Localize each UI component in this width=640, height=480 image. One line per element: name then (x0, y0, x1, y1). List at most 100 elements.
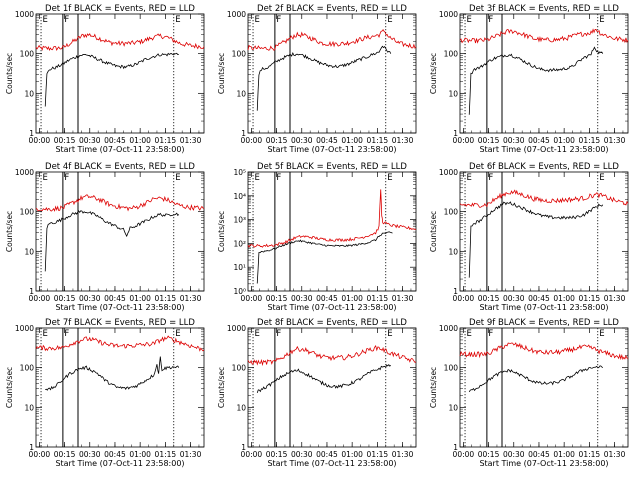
x-axis-label: Start Time (07-Oct-11 23:58:00) (479, 303, 608, 312)
x-tick-label: 01:15 (579, 450, 601, 459)
x-tick-label: 00:15 (266, 136, 288, 145)
event-marker-label: E (387, 15, 392, 25)
x-tick-label: 01:15 (367, 294, 389, 303)
panel-det-1: Det 1f BLACK = Events, RED = LLD 1 10 100 10… (5, 4, 205, 154)
x-tick-label: 00:15 (54, 450, 76, 459)
x-tick-label: 00:00 (453, 294, 475, 303)
event-marker-label: E (467, 329, 472, 339)
panel-det-8: Det 8f BLACK = Events, RED = LLD 1 10 100 10… (217, 318, 417, 468)
event-marker-label: F (276, 15, 281, 25)
x-axis-label: Start Time (07-Oct-11 23:58:00) (479, 145, 608, 154)
x-tick-label: 01:00 (129, 450, 151, 459)
y-tick-label: 10 (24, 89, 34, 98)
y-tick-label: 1000 (15, 168, 34, 177)
y-tick-label: 1 (453, 287, 458, 296)
x-tick-label: 00:00 (453, 136, 475, 145)
y-axis-label: Counts/sec (429, 367, 438, 408)
panel-det-2: Det 2f BLACK = Events, RED = LLD 1 10 100 10… (217, 4, 417, 154)
plot-frame (247, 327, 417, 448)
y-tick-label: 1000 (15, 324, 34, 333)
y-tick-label: 10 (448, 403, 458, 412)
x-tick-label: 00:45 (316, 294, 338, 303)
event-marker-label: E (387, 173, 392, 183)
y-tick-label: 1 (29, 287, 34, 296)
x-tick-label: 00:00 (29, 450, 51, 459)
event-marker-label: E (255, 329, 260, 339)
event-marker-label: F (64, 173, 69, 183)
y-tick-label: 1 (29, 443, 34, 452)
x-tick-label: 00:45 (104, 450, 126, 459)
y-tick-label: 1 (241, 443, 246, 452)
x-tick-label: 00:45 (316, 450, 338, 459)
x-axis-label: Start Time (07-Oct-11 23:58:00) (267, 303, 396, 312)
y-tick-label: 10⁵ (233, 168, 246, 177)
series-line-events (256, 363, 392, 393)
x-tick-label: 00:00 (29, 294, 51, 303)
y-tick-label: 1000 (227, 10, 246, 19)
y-tick-label: 100 (444, 208, 459, 217)
x-tick-label: 00:15 (478, 136, 500, 145)
x-tick-label: 01:15 (579, 294, 601, 303)
event-marker-label: E (175, 173, 180, 183)
plot-frame (459, 327, 629, 448)
panel-title: Det 9f BLACK = Events, RED = LLD (469, 318, 619, 328)
x-tick-label: 01:00 (553, 294, 575, 303)
event-marker-label: F (488, 15, 493, 25)
x-tick-label: 00:45 (528, 136, 550, 145)
event-marker-label: E (43, 173, 48, 183)
event-marker-label: E (467, 173, 472, 183)
event-marker-label: F (488, 329, 493, 339)
y-axis-label: Counts/sec (5, 367, 14, 408)
x-tick-label: 01:00 (341, 450, 363, 459)
series-line-events (468, 365, 604, 393)
x-tick-label: 00:45 (104, 294, 126, 303)
series-line-lld (459, 342, 629, 361)
y-tick-label: 100 (20, 208, 35, 217)
x-tick-label: 01:00 (341, 136, 363, 145)
plot-frame (35, 327, 205, 448)
series-line-lld (247, 345, 417, 367)
x-tick-label: 00:30 (291, 294, 313, 303)
event-marker-label: E (599, 173, 604, 183)
y-axis-label: Counts/sec (217, 211, 226, 252)
x-tick-label: 00:30 (503, 294, 525, 303)
series-line-lld (459, 189, 629, 208)
x-tick-label: 01:15 (367, 450, 389, 459)
x-axis-label: Start Time (07-Oct-11 23:58:00) (55, 459, 184, 468)
y-tick-label: 1 (453, 443, 458, 452)
x-tick-label: 01:30 (392, 294, 414, 303)
x-axis-label: Start Time (07-Oct-11 23:58:00) (267, 459, 396, 468)
event-marker-label: E (599, 15, 604, 25)
y-tick-label: 10³ (233, 216, 246, 225)
x-tick-label: 00:45 (528, 294, 550, 303)
x-tick-label: 00:45 (316, 136, 338, 145)
x-tick-label: 01:15 (155, 294, 177, 303)
plot-frame (459, 171, 629, 292)
event-marker-label: E (43, 15, 48, 25)
y-tick-label: 10 (448, 89, 458, 98)
event-marker-label: F (276, 173, 281, 183)
series-line-events (45, 356, 180, 391)
y-tick-label: 10 (236, 403, 246, 412)
y-tick-label: 1000 (439, 10, 458, 19)
y-tick-label: 10⁰ (233, 287, 246, 296)
x-tick-label: 01:15 (367, 136, 389, 145)
panel-det-7: Det 7f BLACK = Events, RED = LLD 1 10 100 10… (5, 318, 205, 468)
x-tick-label: 01:15 (579, 136, 601, 145)
event-marker-label: F (488, 173, 493, 183)
panel-det-9: Det 9f BLACK = Events, RED = LLD 1 10 100 10… (429, 318, 629, 468)
x-tick-label: 00:00 (453, 450, 475, 459)
x-tick-label: 00:15 (478, 294, 500, 303)
x-tick-label: 01:30 (604, 450, 626, 459)
series-line-events (468, 201, 604, 278)
panel-det-4: Det 4f BLACK = Events, RED = LLD 1 10 100 10… (5, 162, 205, 312)
event-marker-label: F (276, 329, 281, 339)
series-line-lld (247, 29, 417, 51)
x-tick-label: 00:15 (266, 450, 288, 459)
series-line-events (44, 210, 180, 272)
y-tick-label: 10 (448, 247, 458, 256)
x-tick-label: 00:15 (54, 294, 76, 303)
event-marker-label: E (255, 15, 260, 25)
x-tick-label: 00:00 (29, 136, 51, 145)
